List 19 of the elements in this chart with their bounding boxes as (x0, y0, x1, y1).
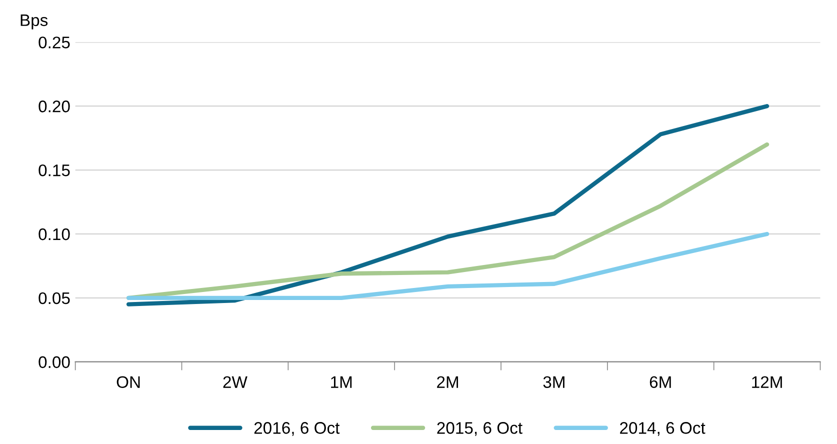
y-tick-label: 0.20 (38, 100, 70, 112)
y-tick-label: 0.10 (38, 228, 70, 240)
x-tick-label: 1M (331, 376, 352, 388)
y-tick-label: 0.15 (38, 164, 70, 176)
x-tick-label: 3M (543, 376, 564, 388)
x-tick-label: 12M (752, 376, 782, 388)
legend-label: 2015, 6 Oct (437, 422, 522, 436)
y-axis-title: Bps (20, 14, 48, 30)
x-tick-label: 2M (437, 376, 458, 388)
legend-label: 2014, 6 Oct (620, 422, 706, 436)
y-tick-label: 0.05 (38, 292, 70, 304)
y-tick-label: 0.00 (38, 356, 70, 368)
legend-label: 2016, 6 Oct (254, 422, 340, 436)
y-tick-label: 0.25 (38, 36, 70, 48)
x-tick-label: ON (116, 376, 140, 388)
x-tick-label: 6M (650, 376, 671, 388)
line-series (126, 104, 770, 306)
x-tick-label: 2W (223, 376, 248, 388)
line-series (126, 232, 770, 300)
